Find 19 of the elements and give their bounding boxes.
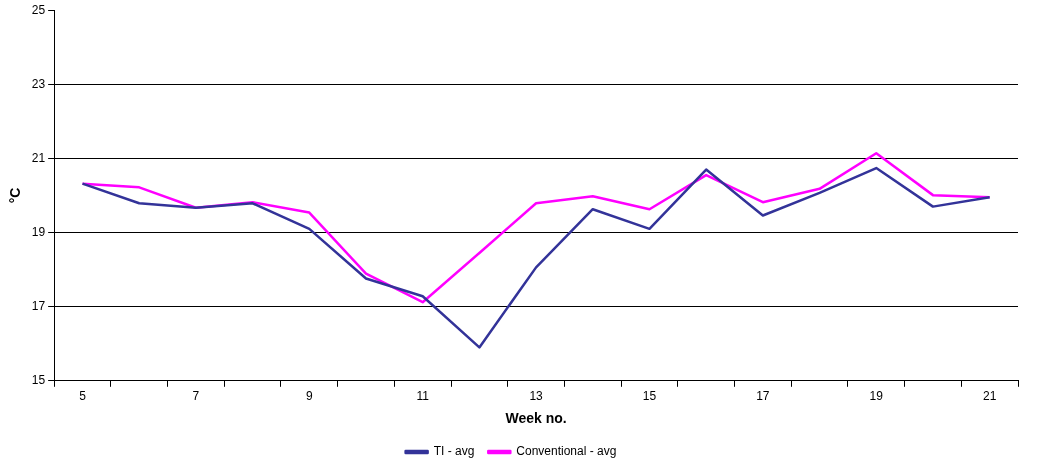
y-tick-label: 23: [31, 76, 46, 91]
x-tick-label: 17: [756, 389, 770, 404]
x-tick-label: 7: [192, 389, 200, 404]
y-tick-label: 25: [31, 2, 46, 17]
x-tick-label: 21: [982, 389, 997, 404]
legend-label: Conventional - avg: [516, 444, 617, 459]
legend-label: TI - avg: [433, 444, 475, 459]
y-tick-label: 17: [31, 298, 46, 313]
x-tick-label: 15: [642, 389, 657, 404]
y-tick-label: 15: [31, 373, 46, 388]
y-tick-label: 21: [31, 150, 46, 165]
x-tick-label: 11: [416, 389, 430, 404]
x-tick-label: 19: [869, 389, 884, 404]
x-axis-title: Week no.: [505, 410, 567, 427]
x-tick-label: 13: [529, 389, 544, 404]
y-tick-label: 19: [31, 224, 46, 239]
x-tick-label: 9: [305, 389, 313, 404]
x-tick-label: 5: [79, 389, 87, 404]
y-axis-title: °C: [7, 187, 24, 204]
